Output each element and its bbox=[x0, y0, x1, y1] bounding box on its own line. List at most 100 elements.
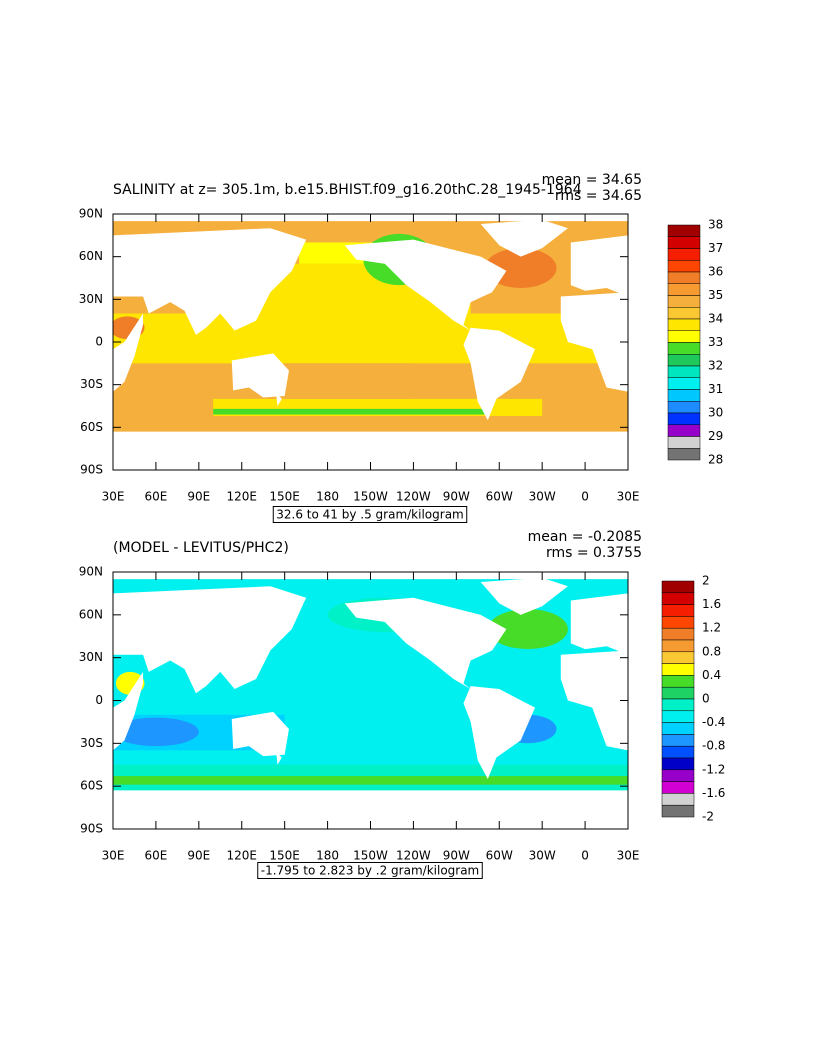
panel-title: SALINITY at z= 305.1m, b.e15.BHIST.f09_g… bbox=[113, 182, 582, 198]
lat-label: 90N bbox=[79, 207, 103, 221]
colorbar-label: -2 bbox=[702, 810, 714, 824]
lat-label: 90S bbox=[80, 822, 103, 836]
colorbar-label: -0.8 bbox=[702, 739, 725, 753]
colorbar-box bbox=[667, 295, 701, 308]
colorbar-box bbox=[661, 627, 695, 641]
lon-label: 120W bbox=[396, 490, 431, 504]
colorbar-box bbox=[667, 365, 701, 378]
colorbar-label: 28 bbox=[708, 453, 723, 467]
colorbar-box bbox=[667, 424, 701, 437]
colorbar-box bbox=[667, 236, 701, 249]
contour-note: -1.795 to 2.823 by .2 gram/kilogram bbox=[261, 864, 480, 878]
colorbar-label: 31 bbox=[708, 382, 723, 396]
lat-label: 60S bbox=[80, 779, 103, 793]
lon-label: 60W bbox=[486, 490, 513, 504]
colorbar-label: 29 bbox=[708, 429, 723, 443]
colorbar-label: 38 bbox=[708, 218, 723, 232]
lon-label: 90W bbox=[443, 849, 470, 863]
colorbar-box bbox=[667, 307, 701, 320]
colorbar-label: 1.2 bbox=[702, 621, 721, 635]
colorbar-label: -1.2 bbox=[702, 762, 725, 776]
colorbar-box bbox=[667, 248, 701, 261]
lon-label: 120E bbox=[227, 490, 258, 504]
colorbar-box bbox=[667, 318, 701, 331]
lon-label: 180 bbox=[316, 490, 339, 504]
lon-label: 120W bbox=[396, 849, 431, 863]
lon-label: 150E bbox=[269, 849, 300, 863]
colorbar-box bbox=[661, 757, 695, 771]
colorbar-label: 34 bbox=[708, 312, 723, 326]
colorbar-label: 36 bbox=[708, 265, 723, 279]
colorbar-box bbox=[667, 283, 701, 296]
colorbar-box bbox=[661, 781, 695, 794]
colorbar-box bbox=[661, 698, 695, 712]
contour-note-box bbox=[272, 506, 468, 523]
colorbar-label: 32 bbox=[708, 359, 723, 373]
colorbar-box bbox=[661, 686, 695, 700]
lat-label: 30N bbox=[79, 292, 103, 306]
colorbar-box bbox=[667, 448, 701, 461]
colorbar-box bbox=[661, 639, 695, 653]
lon-label: 30W bbox=[529, 849, 556, 863]
colorbar-box bbox=[661, 580, 695, 594]
colorbar-label: -0.4 bbox=[702, 715, 725, 729]
lat-label: 90N bbox=[79, 565, 103, 579]
lon-label: 120E bbox=[227, 849, 258, 863]
mean-label: mean = 34.65 bbox=[542, 172, 642, 188]
contour-note: 32.6 to 41 by .5 gram/kilogram bbox=[276, 508, 463, 522]
lon-label: 30W bbox=[529, 490, 556, 504]
colorbar-box bbox=[661, 592, 695, 605]
lat-label: 60S bbox=[80, 420, 103, 434]
colorbar-box bbox=[667, 401, 701, 414]
colorbar-label: 1.6 bbox=[702, 597, 721, 611]
lon-label: 60E bbox=[144, 490, 167, 504]
colorbar-label: 2 bbox=[702, 574, 710, 588]
colorbar-box bbox=[667, 412, 701, 425]
colorbar-label: 33 bbox=[708, 335, 723, 349]
colorbar-box bbox=[661, 710, 695, 723]
lon-label: 30E bbox=[102, 490, 125, 504]
lon-label: 150W bbox=[353, 490, 388, 504]
colorbar-label: 0.8 bbox=[702, 644, 721, 658]
colorbar-box bbox=[661, 745, 695, 759]
lat-label: 30S bbox=[80, 377, 103, 391]
lat-label: 30S bbox=[80, 736, 103, 750]
lon-label: 150E bbox=[269, 490, 300, 504]
colorbar-box bbox=[661, 616, 695, 629]
panel-title: (MODEL - LEVITUS/PHC2) bbox=[113, 540, 289, 556]
lon-label: 30E bbox=[617, 490, 640, 504]
colorbar-box bbox=[661, 663, 695, 676]
rms-label: rms = 34.65 bbox=[555, 188, 642, 204]
lon-label: 30E bbox=[617, 849, 640, 863]
colorbar-box bbox=[667, 342, 701, 355]
contour-note-box bbox=[257, 862, 483, 879]
lat-label: 30N bbox=[79, 650, 103, 664]
lon-label: 150W bbox=[353, 849, 388, 863]
colorbar-box bbox=[667, 354, 701, 367]
colorbar-label: 0 bbox=[702, 692, 710, 706]
lon-label: 60E bbox=[144, 849, 167, 863]
lat-label: 90S bbox=[80, 463, 103, 477]
colorbar-box bbox=[661, 604, 695, 617]
lon-label: 0 bbox=[581, 490, 589, 504]
lon-label: 90E bbox=[187, 849, 210, 863]
colorbar-box bbox=[667, 260, 701, 273]
colorbar-box bbox=[667, 271, 701, 284]
colorbar-box bbox=[667, 377, 701, 390]
lat-label: 60N bbox=[79, 607, 103, 621]
lon-label: 0 bbox=[581, 849, 589, 863]
colorbar-box bbox=[661, 675, 695, 688]
lon-label: 90W bbox=[443, 490, 470, 504]
colorbar-box bbox=[661, 804, 695, 818]
lon-label: 60W bbox=[486, 849, 513, 863]
salinity-map bbox=[113, 214, 629, 470]
colorbar-box bbox=[667, 224, 701, 237]
colorbar-box bbox=[661, 769, 695, 782]
colorbar-label: 35 bbox=[708, 288, 723, 302]
difference-map bbox=[113, 572, 629, 829]
lat-label: 0 bbox=[95, 693, 103, 707]
rms-label: rms = 0.3755 bbox=[546, 545, 642, 561]
lon-label: 90E bbox=[187, 490, 210, 504]
colorbar-box bbox=[661, 734, 695, 747]
